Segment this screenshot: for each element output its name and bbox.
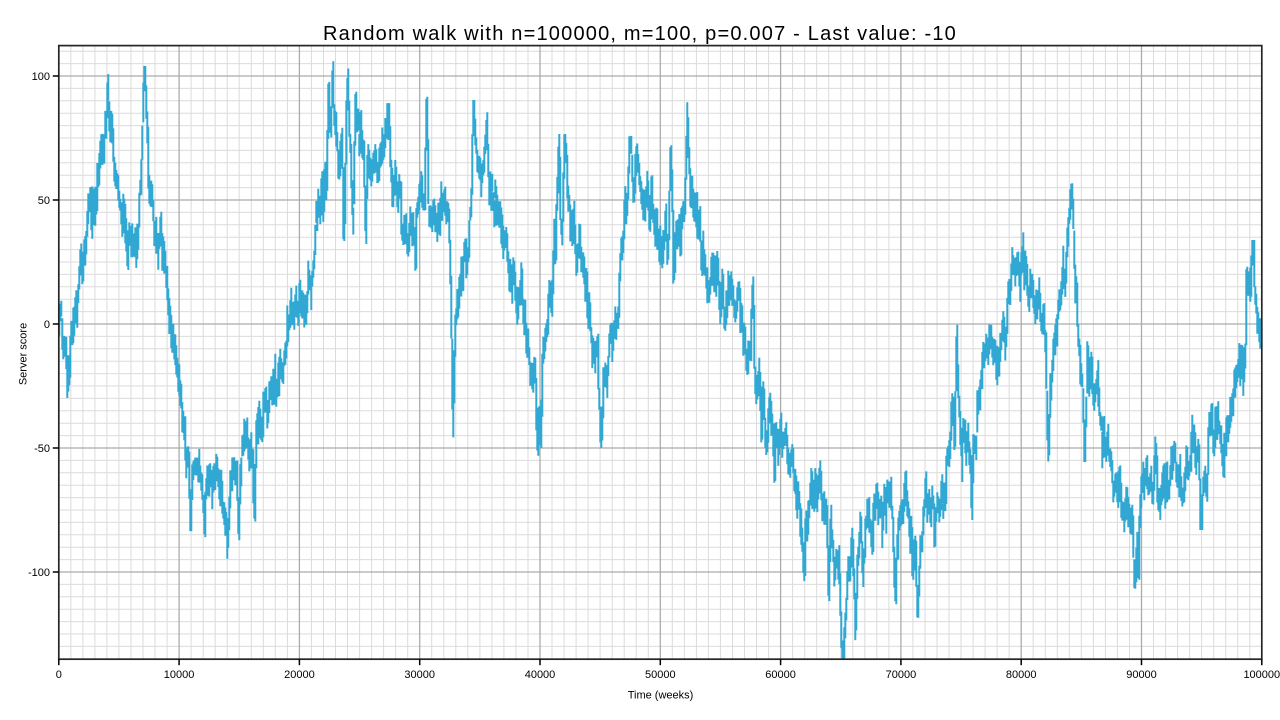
- svg-text:100: 100: [32, 71, 50, 83]
- svg-text:10000: 10000: [164, 669, 195, 681]
- svg-text:50: 50: [38, 195, 50, 207]
- svg-text:-100: -100: [28, 567, 50, 579]
- svg-text:50000: 50000: [645, 669, 676, 681]
- svg-text:0: 0: [56, 669, 62, 681]
- svg-text:90000: 90000: [1126, 669, 1157, 681]
- svg-text:70000: 70000: [886, 669, 917, 681]
- svg-text:Time (weeks): Time (weeks): [628, 690, 694, 702]
- svg-text:60000: 60000: [765, 669, 796, 681]
- svg-text:40000: 40000: [525, 669, 556, 681]
- svg-text:30000: 30000: [404, 669, 435, 681]
- svg-text:Random walk with n=100000, m=1: Random walk with n=100000, m=100, p=0.00…: [323, 23, 957, 45]
- svg-text:Server score: Server score: [18, 323, 30, 385]
- svg-text:0: 0: [44, 319, 50, 331]
- svg-text:80000: 80000: [1006, 669, 1037, 681]
- svg-text:20000: 20000: [284, 669, 315, 681]
- svg-text:-50: -50: [34, 443, 50, 455]
- svg-text:100000: 100000: [1243, 669, 1280, 681]
